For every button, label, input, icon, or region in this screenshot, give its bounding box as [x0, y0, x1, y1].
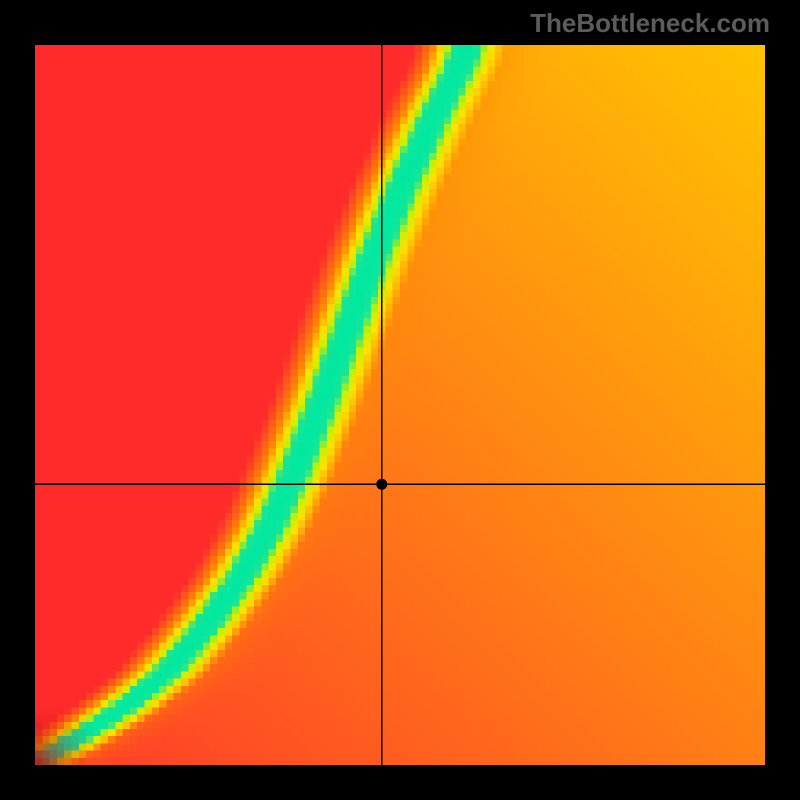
selection-marker: [376, 479, 387, 490]
heatmap-plot: [35, 45, 765, 765]
chart-frame: TheBottleneck.com: [0, 0, 800, 800]
watermark-text: TheBottleneck.com: [530, 8, 770, 39]
